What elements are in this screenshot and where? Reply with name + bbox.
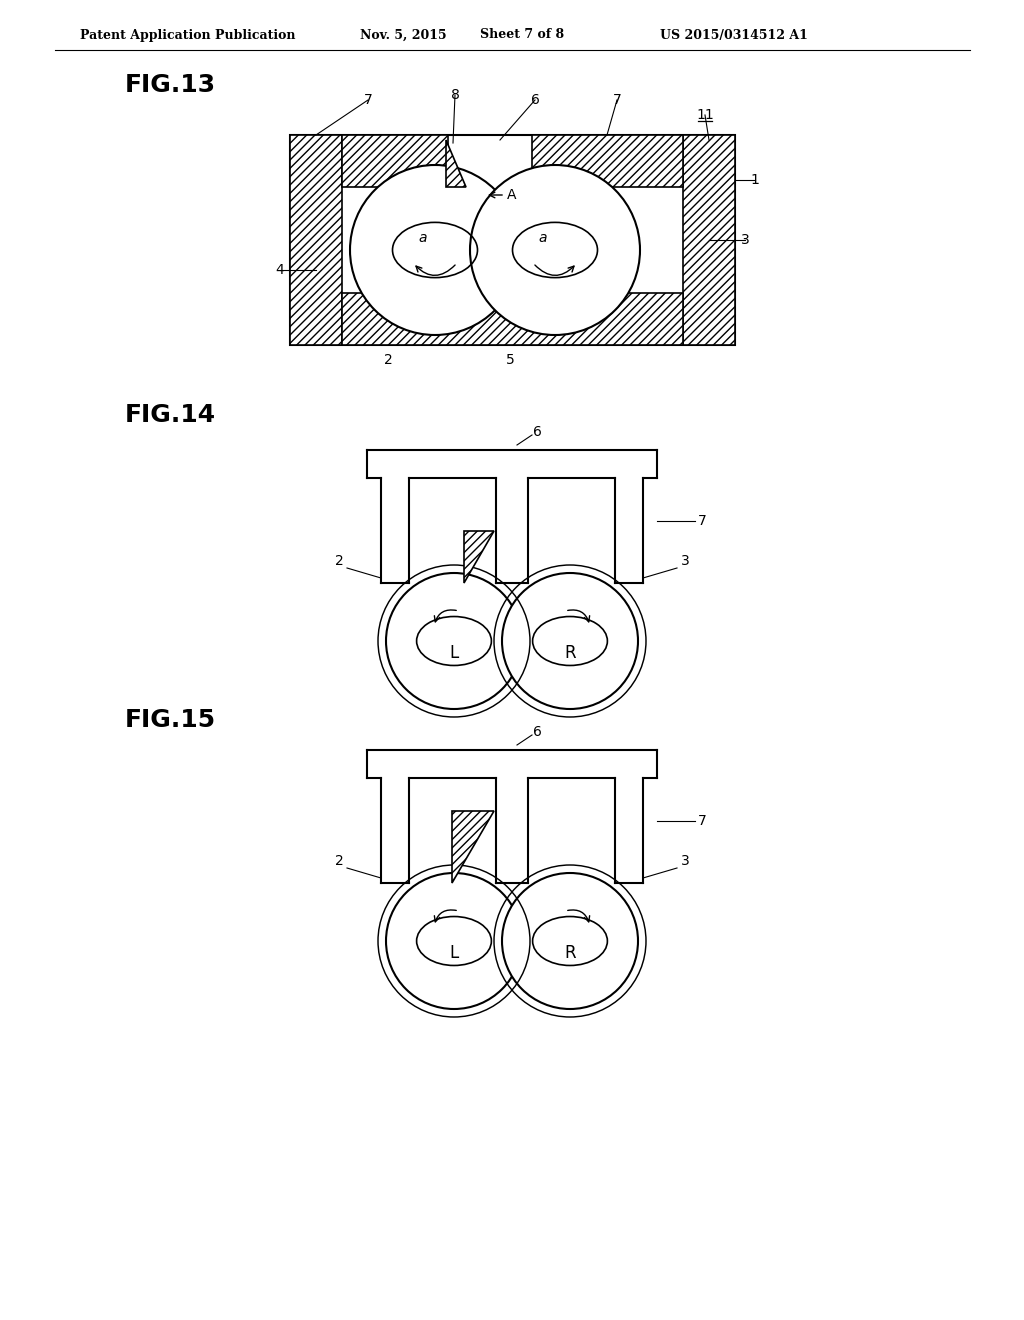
Text: 1: 1 [751,173,760,187]
Text: 6: 6 [532,425,542,440]
Text: 5: 5 [506,352,514,367]
Circle shape [470,165,640,335]
Text: Sheet 7 of 8: Sheet 7 of 8 [480,29,564,41]
Polygon shape [683,135,735,345]
Circle shape [502,573,638,709]
Text: 7: 7 [612,92,622,107]
Text: a: a [539,231,547,246]
Text: FIG.13: FIG.13 [125,73,216,96]
Text: 11: 11 [696,108,714,121]
Text: 6: 6 [530,92,540,107]
Circle shape [386,873,522,1008]
Text: 8: 8 [451,88,460,102]
Text: A: A [507,187,517,202]
Text: 7: 7 [697,513,707,528]
Polygon shape [446,140,466,187]
Text: 3: 3 [681,854,689,869]
Circle shape [386,573,522,709]
Text: 4: 4 [275,263,285,277]
Text: Patent Application Publication: Patent Application Publication [80,29,296,41]
Text: Nov. 5, 2015: Nov. 5, 2015 [360,29,446,41]
Polygon shape [452,810,494,883]
Text: 3: 3 [740,234,750,247]
Text: 6: 6 [532,725,542,739]
Polygon shape [342,293,683,345]
Text: R: R [564,644,575,663]
Circle shape [502,873,638,1008]
Polygon shape [464,531,494,583]
Text: 2: 2 [335,554,343,568]
Text: 2: 2 [384,352,392,367]
Text: 7: 7 [697,814,707,828]
Text: 7: 7 [364,92,373,107]
Text: 2: 2 [335,854,343,869]
Text: FIG.14: FIG.14 [125,403,216,426]
Polygon shape [532,135,683,187]
Text: 3: 3 [681,554,689,568]
Polygon shape [290,135,342,345]
Text: a: a [419,231,427,246]
Text: US 2015/0314512 A1: US 2015/0314512 A1 [660,29,808,41]
Polygon shape [342,135,449,187]
Text: L: L [450,944,459,962]
Text: R: R [564,944,575,962]
Text: L: L [450,644,459,663]
Text: FIG.15: FIG.15 [125,708,216,733]
Circle shape [350,165,520,335]
